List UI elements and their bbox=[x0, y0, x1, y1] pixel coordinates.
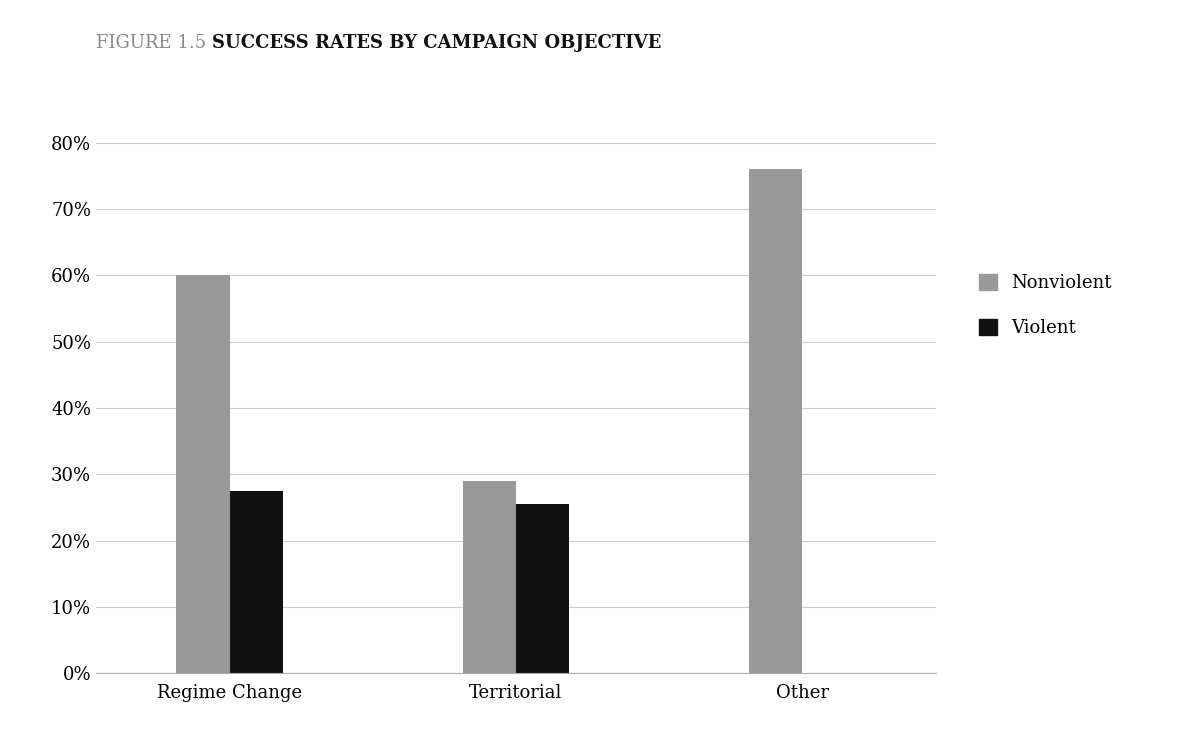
Bar bbox=[749, 169, 803, 673]
Legend: Nonviolent, Violent: Nonviolent, Violent bbox=[979, 274, 1111, 337]
Text: FIGURE 1.5: FIGURE 1.5 bbox=[96, 34, 212, 52]
Bar bbox=[229, 491, 283, 673]
Bar bbox=[462, 481, 516, 673]
Bar bbox=[516, 504, 570, 673]
Bar bbox=[176, 275, 229, 673]
Text: SUCCESS RATES BY CAMPAIGN OBJECTIVE: SUCCESS RATES BY CAMPAIGN OBJECTIVE bbox=[212, 34, 661, 52]
